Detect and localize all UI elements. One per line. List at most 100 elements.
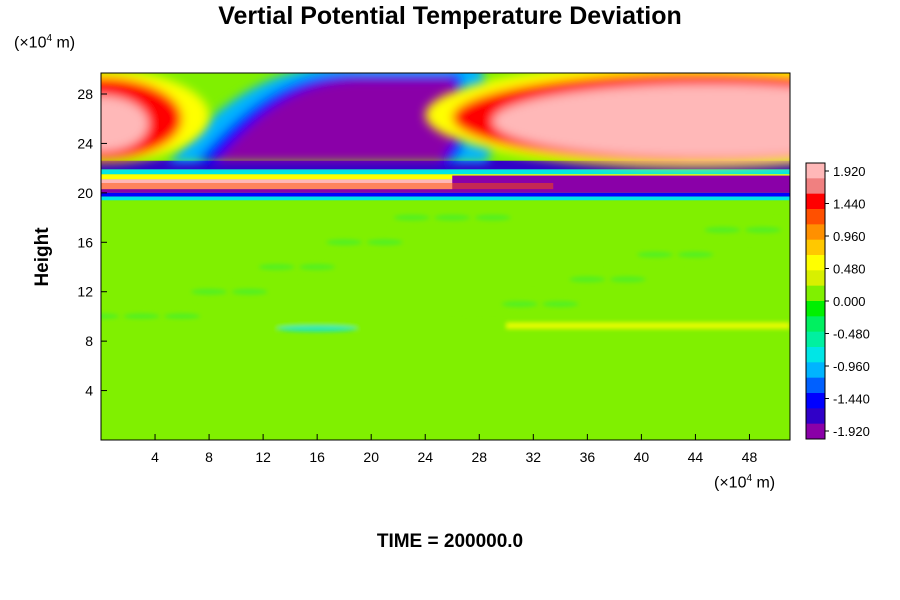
texture-blob [731, 239, 768, 246]
x-tick-label: 8 [205, 449, 213, 465]
texture-blob [353, 251, 390, 258]
y-tick-label: 28 [77, 86, 93, 102]
x-tick-label: 28 [471, 449, 487, 465]
texture-blob [258, 264, 295, 271]
y-tick-label: 20 [77, 185, 93, 201]
colorbar-swatch [806, 316, 825, 333]
texture-blob [447, 313, 484, 320]
colorbar-swatch [806, 209, 825, 225]
x-tick-label: 24 [417, 449, 433, 465]
texture-blob [299, 264, 336, 271]
y-tick-label: 12 [77, 284, 93, 300]
lower-texture [101, 214, 790, 320]
positive-core [492, 84, 790, 159]
left-edge-anomaly [101, 73, 210, 163]
y-tick-label: 24 [77, 135, 93, 151]
x-axis-unit: (×104 m) [714, 473, 776, 492]
texture-blob [569, 276, 606, 283]
x-tick-label: 40 [634, 449, 650, 465]
x-axis-ticks: 4 8 12 16 20 24 28 32 36 40 44 48 [151, 434, 757, 465]
mixed-band-layer [101, 169, 790, 175]
texture-blob [366, 239, 403, 246]
texture-blob [609, 276, 646, 283]
colorbar-swatch [806, 193, 825, 210]
y-tick-label: 8 [85, 333, 93, 349]
colorbar-swatch [806, 393, 825, 409]
texture-blob [488, 313, 525, 320]
x-tick-label: 48 [742, 449, 758, 465]
texture-blob [623, 264, 660, 271]
plot-area [101, 73, 790, 440]
plot-frame [100, 72, 791, 441]
left-core [101, 95, 149, 152]
mixed-band [101, 160, 790, 201]
colorbar-swatch [806, 270, 825, 287]
texture-blob [393, 214, 430, 221]
colorbar-label: 1.440 [833, 197, 866, 212]
y-axis-unit: (×104 m) [14, 33, 76, 52]
texture-blob [704, 226, 741, 233]
colorbar-swatch [806, 224, 825, 241]
texture-blob [164, 313, 201, 320]
mixed-band-layer [101, 192, 790, 197]
texture-blob [663, 264, 700, 271]
texture-blob [420, 226, 457, 233]
texture-blob [474, 214, 511, 221]
x-tick-label: 20 [363, 449, 379, 465]
colorbar-label: 0.000 [833, 294, 866, 309]
texture-blob [123, 313, 160, 320]
mixed-band-red [101, 182, 554, 190]
colorbar-label: -0.480 [833, 327, 870, 342]
texture-blob [542, 301, 579, 308]
y-axis-ticks: 4 8 12 16 20 24 28 [77, 86, 107, 399]
weak-band-cyan [277, 325, 358, 332]
weak-band-fill [101, 321, 790, 331]
colorbar-swatch [806, 377, 825, 394]
colorbar-label: -1.920 [833, 424, 870, 439]
negative-core [215, 79, 457, 162]
time-label: TIME = 200000.0 [376, 531, 524, 552]
colorbar-swatch [806, 255, 825, 271]
x-tick-label: 44 [688, 449, 704, 465]
texture-blob [582, 264, 619, 271]
colorbar-label: 0.960 [833, 229, 866, 244]
texture-blob [231, 288, 268, 295]
texture-blob [110, 214, 147, 221]
colorbar-swatch [806, 347, 825, 363]
texture-blob [380, 226, 417, 233]
texture-blob [312, 251, 349, 258]
colorbar-swatch [806, 163, 825, 179]
positive-anomaly [425, 73, 790, 168]
texture-blob [245, 276, 282, 283]
mixed-band-layer [101, 174, 790, 180]
colorbar-swatch [806, 331, 825, 348]
texture-blob [744, 226, 781, 233]
texture-blob [101, 313, 119, 320]
x-tick-label: 16 [309, 449, 325, 465]
texture-blob [177, 301, 214, 308]
colorbar-label: 0.480 [833, 262, 866, 277]
mixed-band-layer [101, 196, 790, 201]
x-tick-label: 4 [151, 449, 159, 465]
x-tick-label: 12 [255, 449, 271, 465]
texture-blob [636, 251, 673, 258]
texture-blob [758, 214, 790, 221]
x-tick-label: 32 [526, 449, 542, 465]
weak-band-yellow [506, 322, 790, 329]
colorbar-swatch [806, 239, 825, 256]
colorbar-swatch [806, 285, 825, 302]
texture-blob [677, 251, 714, 258]
colorbar-swatch [806, 178, 825, 195]
colorbar: 1.920 1.440 0.960 0.480 0.000 -0.480 -0.960 -1.… [805, 162, 870, 440]
mixed-band-layer [101, 189, 790, 193]
texture-blob [501, 301, 538, 308]
mixed-band-layer [101, 160, 790, 170]
texture-blob [326, 239, 363, 246]
texture-blob [137, 301, 174, 308]
y-tick-label: 16 [77, 234, 93, 250]
texture-blob [555, 288, 592, 295]
colorbar-swatch [806, 408, 825, 425]
texture-blob [515, 288, 552, 295]
negative-anomaly [168, 73, 494, 162]
weak-band [101, 321, 790, 332]
